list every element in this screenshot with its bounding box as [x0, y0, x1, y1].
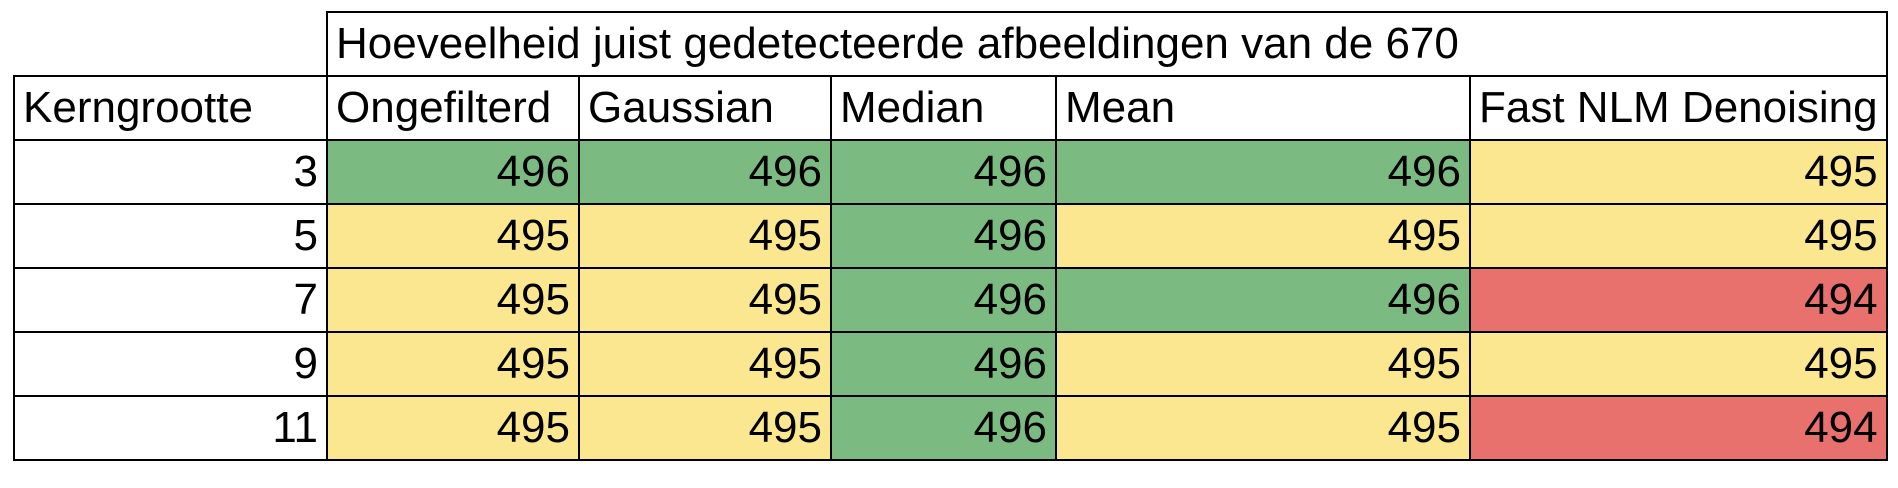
value-cell[interactable]: 496 [830, 331, 1057, 397]
value-cell[interactable]: 495 [326, 203, 580, 269]
value-cell[interactable]: 495 [326, 331, 580, 397]
table-row: 11 495 495 496 495 494 [13, 395, 1888, 461]
value-cell[interactable]: 495 [1469, 203, 1888, 269]
value-cell[interactable]: 496 [1055, 267, 1471, 333]
kernel-size-cell[interactable]: 5 [13, 203, 328, 269]
value-cell[interactable]: 495 [1469, 331, 1888, 397]
results-table: Hoeveelheid juist gedetecteerde afbeeldi… [13, 11, 1888, 461]
value-cell[interactable]: 495 [1055, 331, 1471, 397]
column-header-fast-nlm-denoising[interactable]: Fast NLM Denoising [1469, 75, 1888, 141]
value-cell[interactable]: 495 [578, 267, 832, 333]
value-cell[interactable]: 496 [830, 203, 1057, 269]
row-header-label-cell[interactable]: Kerngrootte [13, 75, 328, 141]
value-cell[interactable]: 494 [1469, 395, 1888, 461]
kernel-size-cell[interactable]: 7 [13, 267, 328, 333]
kernel-size-cell[interactable]: 3 [13, 139, 328, 205]
table-row: 5 495 495 496 495 495 [13, 203, 1888, 269]
kernel-size-cell[interactable]: 9 [13, 331, 328, 397]
super-header-cell[interactable]: Hoeveelheid juist gedetecteerde afbeeldi… [326, 11, 1888, 77]
value-cell[interactable]: 496 [830, 267, 1057, 333]
value-cell[interactable]: 496 [830, 139, 1057, 205]
table-row: 3 496 496 496 496 495 [13, 139, 1888, 205]
value-cell[interactable]: 495 [326, 395, 580, 461]
value-cell[interactable]: 495 [1055, 203, 1471, 269]
column-header-median[interactable]: Median [830, 75, 1057, 141]
kernel-size-cell[interactable]: 11 [13, 395, 328, 461]
super-header-row: Hoeveelheid juist gedetecteerde afbeeldi… [14, 11, 1888, 77]
value-cell[interactable]: 495 [326, 267, 580, 333]
value-cell[interactable]: 496 [1055, 139, 1471, 205]
value-cell[interactable]: 495 [578, 395, 832, 461]
value-cell[interactable]: 495 [578, 203, 832, 269]
value-cell[interactable]: 496 [830, 395, 1057, 461]
value-cell[interactable]: 495 [1055, 395, 1471, 461]
table-body: 3 496 496 496 496 495 5 495 495 496 495 495 7 495 495 4… [13, 139, 1888, 461]
value-cell[interactable]: 496 [578, 139, 832, 205]
value-cell[interactable]: 496 [326, 139, 580, 205]
table-row: 7 495 495 496 496 494 [13, 267, 1888, 333]
table-row: 9 495 495 496 495 495 [13, 331, 1888, 397]
column-header-gaussian[interactable]: Gaussian [578, 75, 832, 141]
value-cell[interactable]: 495 [1469, 139, 1888, 205]
column-header-row: Kerngrootte Ongefilterd Gaussian Median … [13, 75, 1888, 141]
value-cell[interactable]: 495 [578, 331, 832, 397]
empty-corner-cell [14, 12, 328, 77]
column-header-mean[interactable]: Mean [1055, 75, 1471, 141]
value-cell[interactable]: 494 [1469, 267, 1888, 333]
column-header-ongefilterd[interactable]: Ongefilterd [326, 75, 580, 141]
